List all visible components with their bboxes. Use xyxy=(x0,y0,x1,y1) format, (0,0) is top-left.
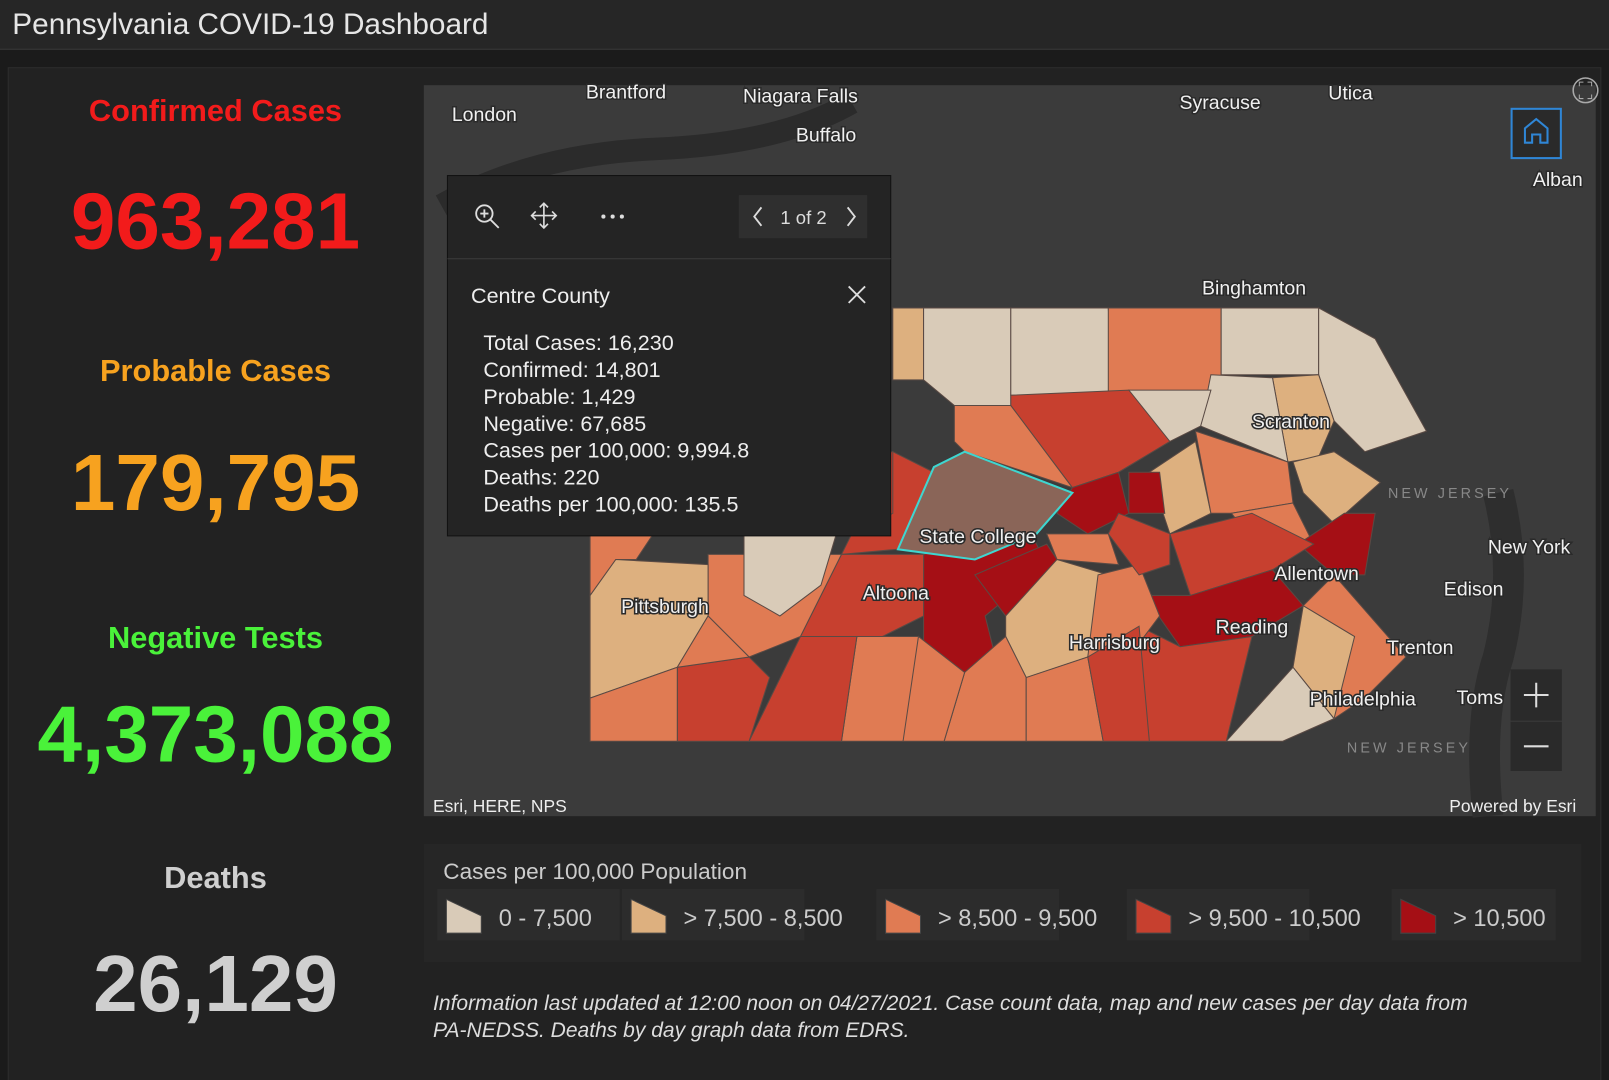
map-label: Utica xyxy=(1328,83,1373,105)
county xyxy=(1220,307,1320,376)
close-button[interactable] xyxy=(848,285,866,304)
popup-line: Probable: 1,429 xyxy=(483,384,635,409)
dashboard-title: Pennsylvania COVID-19 Dashboard xyxy=(12,8,488,41)
stat-label: Deaths xyxy=(164,860,267,895)
county xyxy=(1107,307,1222,396)
stat-label: Probable Cases xyxy=(100,353,331,388)
zoom-out-button[interactable] xyxy=(1510,721,1562,771)
legend-swatch xyxy=(885,898,922,934)
map-label: Reading xyxy=(1216,616,1289,638)
pager-box xyxy=(738,195,868,239)
map-label: NEW JERSEY xyxy=(1347,740,1471,756)
county xyxy=(953,404,1074,489)
map-label: Philadelphia xyxy=(1310,688,1416,710)
legend-swatch xyxy=(445,898,482,934)
county xyxy=(1128,471,1166,514)
map-label: Altoona xyxy=(863,583,929,605)
legend-label: > 7,500 - 8,500 xyxy=(683,906,842,932)
popup: 1 of 2 Centre County Total Cases: 16,230… xyxy=(446,175,892,537)
map-label: Toms xyxy=(1456,687,1503,709)
legend-label: > 10,500 xyxy=(1453,906,1545,932)
footer: Information last updated at 12:00 noon o… xyxy=(433,992,1468,1042)
legend-title: Cases per 100,000 Population xyxy=(443,859,747,884)
legend-swatch xyxy=(1400,898,1437,934)
legend-label: > 8,500 - 9,500 xyxy=(938,906,1097,932)
map-label: Alban xyxy=(1533,169,1583,191)
fullscreen-button[interactable] xyxy=(1572,77,1599,104)
map-label: NEW JERSEY xyxy=(1388,486,1512,502)
map-label: Binghamton xyxy=(1202,278,1306,300)
stat-value: 963,281 xyxy=(71,176,360,265)
county xyxy=(974,543,1058,617)
home-button[interactable] xyxy=(1510,107,1562,160)
map-label: New York xyxy=(1488,536,1571,558)
map-label: Harrisburg xyxy=(1069,632,1160,654)
more-button[interactable] xyxy=(601,214,624,219)
map-label: State College xyxy=(919,526,1036,548)
map-label: Brantford xyxy=(586,82,666,104)
county xyxy=(1087,625,1150,742)
map-label: Edison xyxy=(1444,578,1504,600)
popup-line: Cases per 100,000: 9,994.8 xyxy=(483,438,749,463)
footer-text: Information last updated at 12:00 noon o… xyxy=(433,992,1468,1015)
map-label: Buffalo xyxy=(796,125,856,147)
county xyxy=(923,307,1012,407)
map-label: Pittsburgh xyxy=(621,596,709,618)
legend-label: > 9,500 - 10,500 xyxy=(1188,906,1360,932)
county xyxy=(902,635,966,742)
county xyxy=(1292,451,1382,525)
popup-line: Total Cases: 16,230 xyxy=(483,330,673,355)
county xyxy=(1302,574,1407,720)
map-label: Syracuse xyxy=(1180,92,1261,114)
map-label: Trenton xyxy=(1387,637,1453,659)
legend-label: 0 - 7,500 xyxy=(499,906,592,932)
map-attribution: Esri, HERE, NPS xyxy=(433,796,567,816)
county xyxy=(1107,512,1171,576)
popup-line: Negative: 67,685 xyxy=(483,411,646,436)
county xyxy=(1045,533,1120,566)
county xyxy=(1297,512,1376,576)
legend-swatch xyxy=(1135,898,1172,934)
stat-value: 179,795 xyxy=(71,438,360,527)
next-button[interactable] xyxy=(846,206,856,227)
map-label: Niagara Falls xyxy=(743,86,858,108)
stat-label: Confirmed Cases xyxy=(89,93,342,128)
map-labels: London Brantford Niagara Falls Buffalo Syrac… xyxy=(450,80,1584,756)
header-bar xyxy=(0,0,1609,50)
stat-value: 26,129 xyxy=(93,939,338,1028)
map-label: Allentown xyxy=(1274,563,1359,585)
county xyxy=(1010,307,1114,396)
popup-line: Confirmed: 14,801 xyxy=(483,357,660,382)
popup-title: Centre County xyxy=(471,283,610,308)
stat-value: 4,373,088 xyxy=(37,690,393,779)
stats-panel: Confirmed Cases 963,281 Probable Cases 179,… xyxy=(37,93,393,1028)
map-label: London xyxy=(452,104,517,126)
legend-swatch xyxy=(630,898,667,934)
zoom-in-button[interactable] xyxy=(1510,669,1562,721)
county xyxy=(1056,471,1130,535)
county xyxy=(589,666,678,742)
footer-text: PA-NEDSS. Deaths by day graph data from … xyxy=(433,1019,909,1042)
pan-button[interactable] xyxy=(530,202,558,230)
selected-county xyxy=(896,450,1075,561)
previous-button[interactable] xyxy=(753,206,763,227)
map-label: Scranton xyxy=(1252,411,1330,433)
county xyxy=(892,307,925,381)
popup-line: Deaths per 100,000: 135.5 xyxy=(483,491,738,516)
zoom-to-button[interactable] xyxy=(475,204,500,229)
stat-label: Negative Tests xyxy=(108,620,323,655)
popup-line: Deaths: 220 xyxy=(483,465,599,490)
coast-water xyxy=(1469,489,1524,818)
county xyxy=(676,615,751,668)
powered-by: Powered by Esri xyxy=(1449,796,1576,816)
popup-pager: 1 of 2 xyxy=(780,207,826,228)
